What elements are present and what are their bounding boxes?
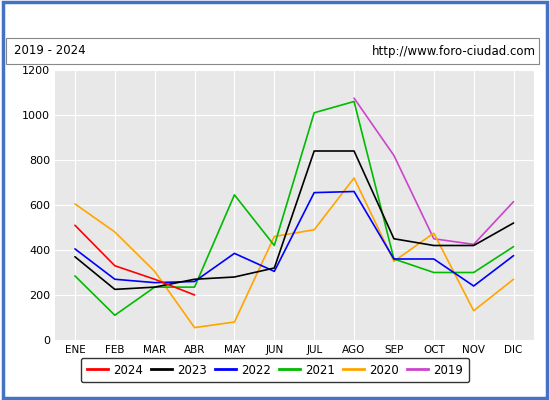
Text: 2019 - 2024: 2019 - 2024 <box>14 44 85 58</box>
Bar <box>6 38 539 64</box>
Text: Evolucion Nº Turistas Nacionales en el municipio de Dólar: Evolucion Nº Turistas Nacionales en el m… <box>37 10 513 26</box>
Text: http://www.foro-ciudad.com: http://www.foro-ciudad.com <box>372 44 536 58</box>
Legend: 2024, 2023, 2022, 2021, 2020, 2019: 2024, 2023, 2022, 2021, 2020, 2019 <box>81 358 469 382</box>
